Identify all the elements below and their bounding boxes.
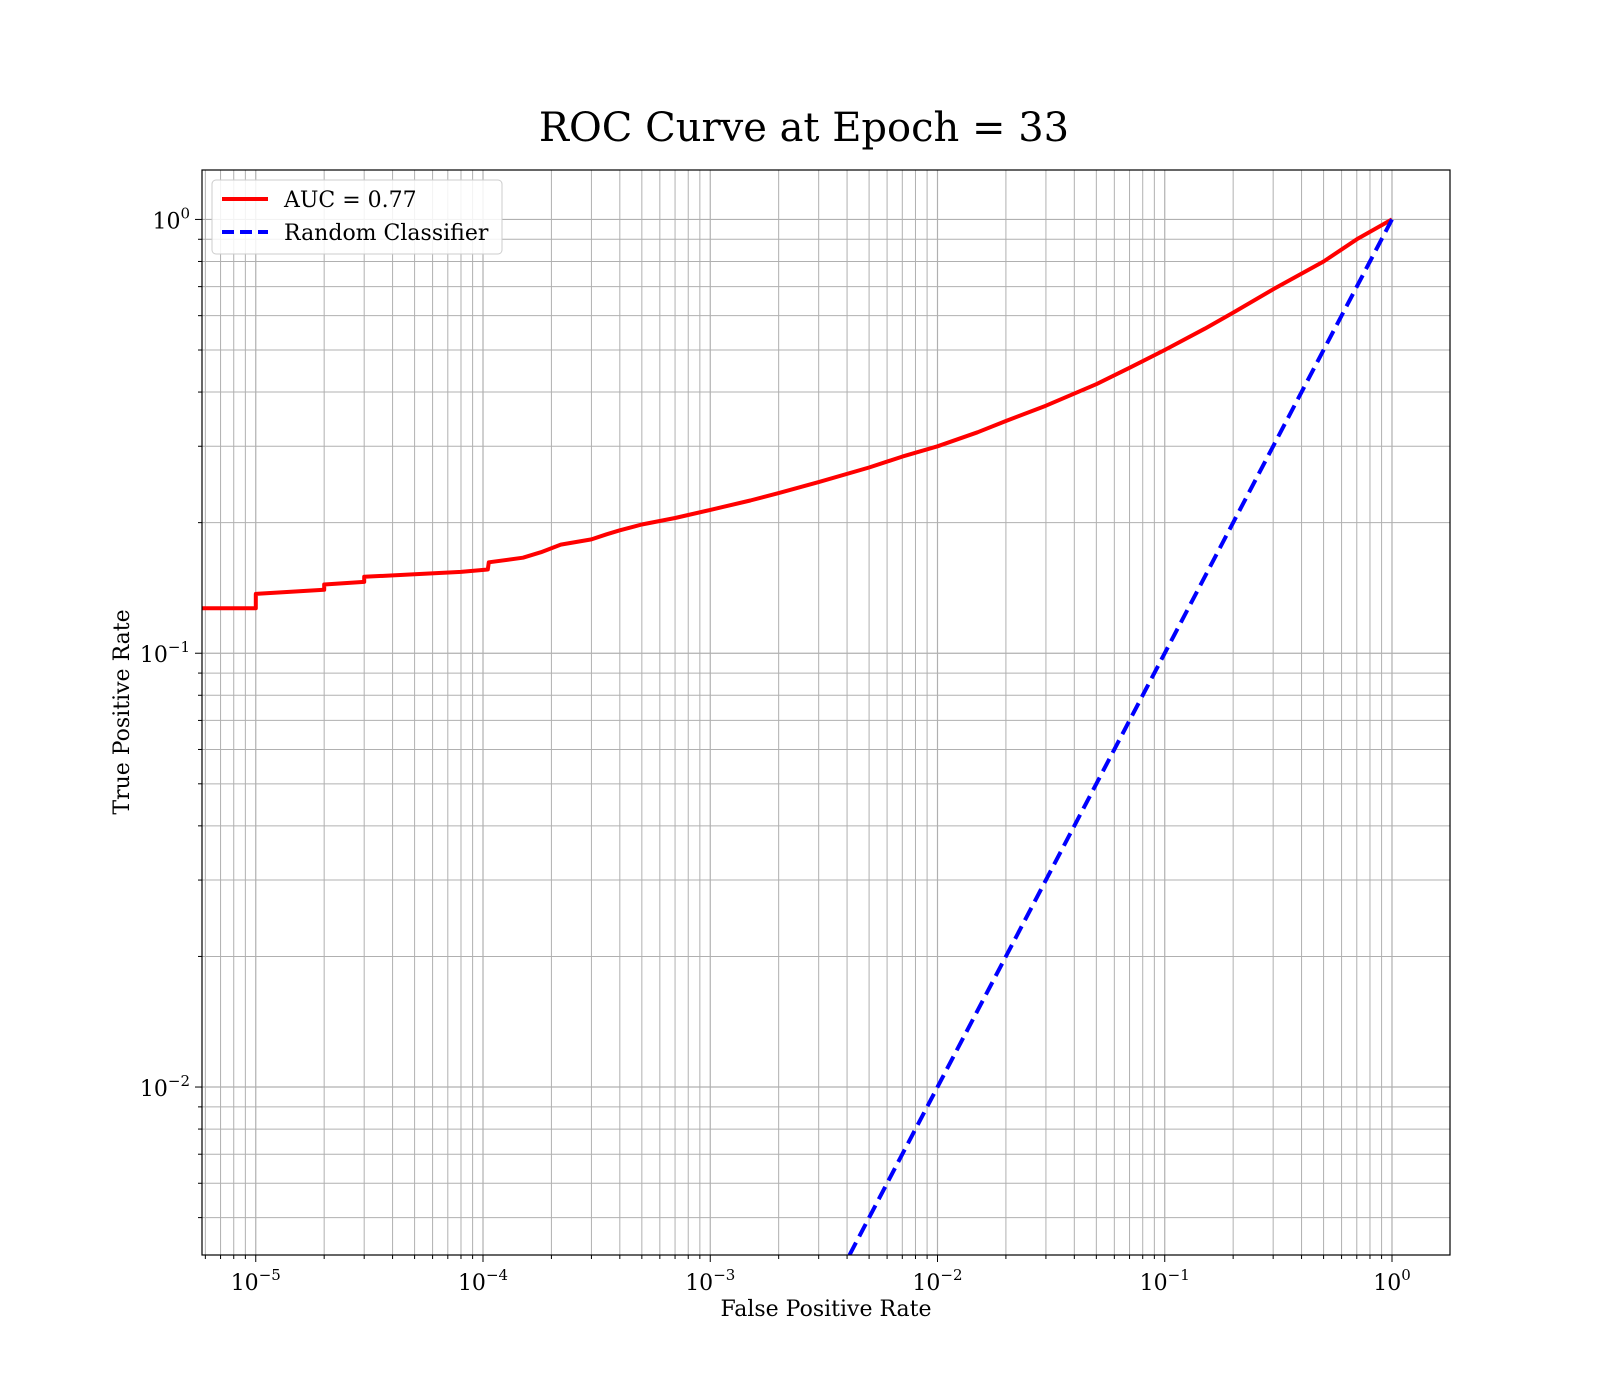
y-tick-label: 10−1 [140,638,190,668]
y-tick-label: 10−2 [140,1072,190,1102]
x-axis-label: False Positive Rate [720,1297,931,1322]
x-tick-label: 10−4 [458,1266,508,1296]
x-tick-label: 10−3 [685,1266,735,1296]
roc-curve-line [202,217,1393,611]
x-tick-label: 10−1 [1140,1266,1190,1296]
y-tick-label: 100 [152,204,190,234]
axis-ticks: 10−5 10−4 10−3 10−2 10−1 100 10−2 10−1 100 [140,204,1411,1296]
plot-frame [201,169,1451,1256]
legend-label-random: Random Classifier [284,221,489,246]
plot-series [202,217,1394,1255]
x-tick-label: 10−5 [231,1266,281,1296]
random-classifier-line [847,218,1394,1255]
legend: AUC = 0.77 Random Classifier [211,179,503,255]
y-axis-label: True Positive Rate [110,609,135,814]
legend-box [211,179,503,255]
x-tick-label: 100 [1373,1266,1411,1296]
legend-label-roc: AUC = 0.77 [283,188,417,213]
chart-title: ROC Curve at Epoch = 33 [539,105,1069,151]
grid [202,170,1450,1255]
x-tick-label: 10−2 [912,1266,962,1296]
